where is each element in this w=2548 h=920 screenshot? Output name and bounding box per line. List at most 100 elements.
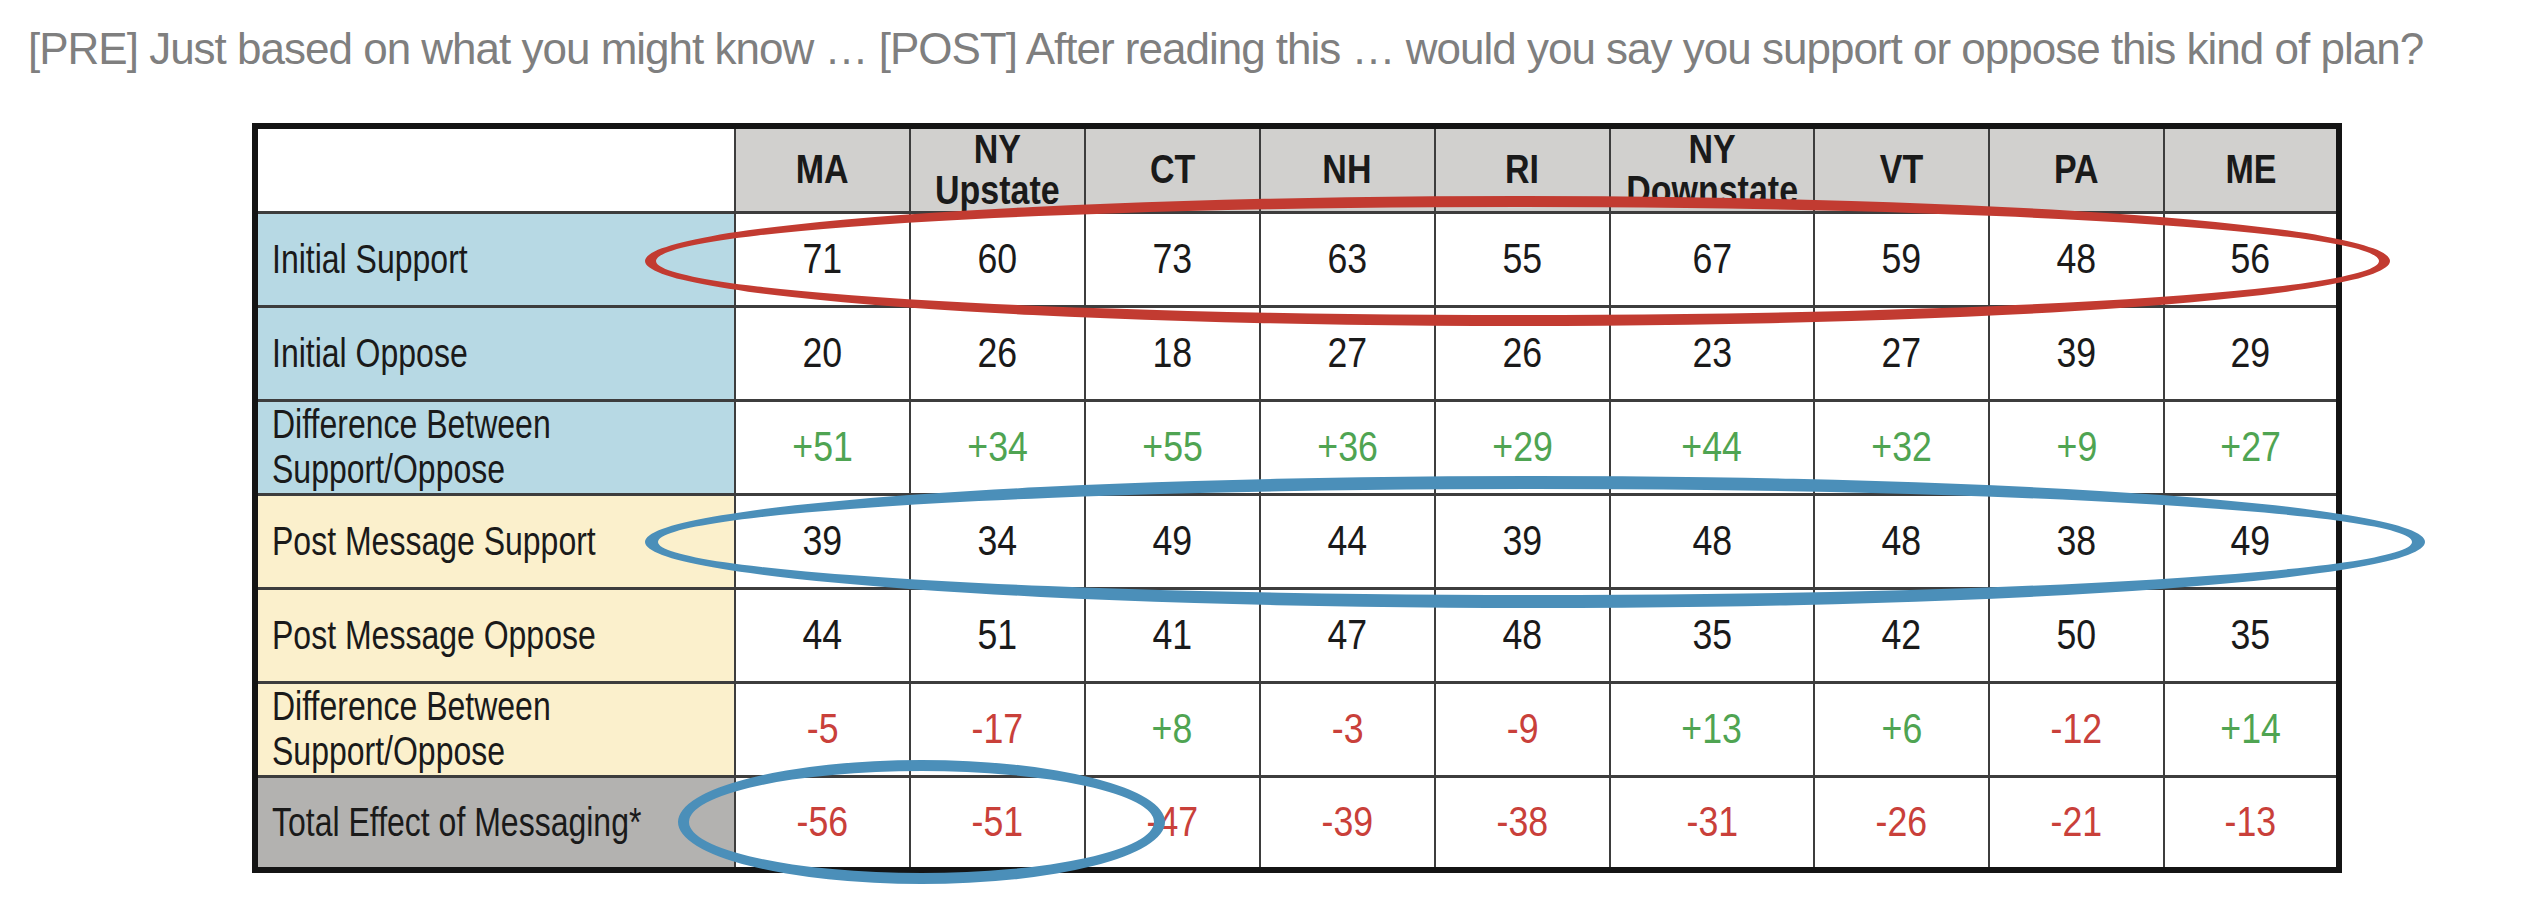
corner-cell xyxy=(255,126,735,212)
cell-value: -26 xyxy=(1876,798,1928,846)
cell-initial-oppose-me: 29 xyxy=(2164,306,2339,400)
cell-value: +32 xyxy=(1871,423,1932,471)
cell-initial-support-me: 56 xyxy=(2164,212,2339,306)
cell-difference-between-support-oppose-pa: +9 xyxy=(1989,400,2164,494)
cell-value: 73 xyxy=(1152,235,1192,283)
col-header-label: NH xyxy=(1323,149,1372,190)
cell-total-effect-of-messaging-nh: -39 xyxy=(1260,776,1435,870)
cell-value: 29 xyxy=(2231,329,2271,377)
row-label-post-difference-between-support-oppose: Difference Between Support/Oppose xyxy=(255,682,735,776)
cell-initial-oppose-vt: 27 xyxy=(1814,306,1989,400)
cell-initial-support-vt: 59 xyxy=(1814,212,1989,306)
cell-value: +34 xyxy=(967,423,1028,471)
cell-value: 18 xyxy=(1152,329,1192,377)
col-header-ma: MA xyxy=(735,126,910,212)
cell-difference-between-support-oppose-ny-upstate: -17 xyxy=(910,682,1085,776)
col-header-ny-downstate: NY Downstate xyxy=(1610,126,1814,212)
col-header-ny-upstate: NY Upstate xyxy=(910,126,1085,212)
cell-total-effect-of-messaging-ny-downstate: -31 xyxy=(1610,776,1814,870)
cell-difference-between-support-oppose-ct: +55 xyxy=(1085,400,1260,494)
cell-value: +36 xyxy=(1317,423,1378,471)
cell-initial-oppose-ma: 20 xyxy=(735,306,910,400)
cell-value: 50 xyxy=(2057,611,2097,659)
row-label-pre-difference-between-support-oppose: Difference Between Support/Oppose xyxy=(255,400,735,494)
cell-value: 48 xyxy=(1882,517,1922,565)
row-label-text: Initial Oppose xyxy=(272,331,468,376)
cell-value: -21 xyxy=(2051,798,2103,846)
cell-value: 48 xyxy=(1502,611,1542,659)
cell-initial-support-ct: 73 xyxy=(1085,212,1260,306)
cell-initial-oppose-ny-downstate: 23 xyxy=(1610,306,1814,400)
cell-value: +27 xyxy=(2220,423,2281,471)
cell-value: +51 xyxy=(792,423,853,471)
cell-post-message-oppose-pa: 50 xyxy=(1989,588,2164,682)
col-header-label: NY Upstate xyxy=(935,129,1060,211)
cell-value: -13 xyxy=(2225,798,2277,846)
col-header-ct: CT xyxy=(1085,126,1260,212)
row-label-text: Difference Between Support/Oppose xyxy=(272,402,551,492)
cell-value: 48 xyxy=(1692,517,1732,565)
cell-value: -51 xyxy=(971,798,1023,846)
cell-value: 60 xyxy=(977,235,1017,283)
col-header-nh: NH xyxy=(1260,126,1435,212)
cell-value: 27 xyxy=(1327,329,1367,377)
cell-difference-between-support-oppose-vt: +32 xyxy=(1814,400,1989,494)
row-label-post-post-message-oppose: Post Message Oppose xyxy=(255,588,735,682)
cell-value: -3 xyxy=(1331,705,1363,753)
cell-difference-between-support-oppose-ny-downstate: +44 xyxy=(1610,400,1814,494)
cell-initial-support-nh: 63 xyxy=(1260,212,1435,306)
cell-post-message-support-pa: 38 xyxy=(1989,494,2164,588)
cell-value: 67 xyxy=(1692,235,1732,283)
cell-initial-support-pa: 48 xyxy=(1989,212,2164,306)
cell-post-message-oppose-vt: 42 xyxy=(1814,588,1989,682)
cell-initial-oppose-ct: 18 xyxy=(1085,306,1260,400)
results-table: MANY UpstateCTNHRINY DownstateVTPAME Ini… xyxy=(252,123,2342,873)
cell-difference-between-support-oppose-vt: +6 xyxy=(1814,682,1989,776)
col-header-vt: VT xyxy=(1814,126,1989,212)
cell-value: 34 xyxy=(977,517,1017,565)
cell-initial-support-ri: 55 xyxy=(1435,212,1610,306)
row-label-text: Total Effect of Messaging* xyxy=(272,800,641,845)
cell-value: 20 xyxy=(802,329,842,377)
table-row-post-post-message-oppose: Post Message Oppose445141474835425035 xyxy=(255,588,2339,682)
cell-value: 44 xyxy=(1327,517,1367,565)
cell-difference-between-support-oppose-ma: -5 xyxy=(735,682,910,776)
cell-value: -56 xyxy=(796,798,848,846)
cell-value: 59 xyxy=(1882,235,1922,283)
col-header-label: CT xyxy=(1150,149,1195,190)
cell-value: 55 xyxy=(1502,235,1542,283)
col-header-label: MA xyxy=(796,149,849,190)
col-header-label: PA xyxy=(2054,149,2099,190)
table-header: MANY UpstateCTNHRINY DownstateVTPAME xyxy=(255,126,2339,212)
cell-value: +8 xyxy=(1152,705,1193,753)
cell-post-message-oppose-ny-downstate: 35 xyxy=(1610,588,1814,682)
cell-value: +29 xyxy=(1492,423,1553,471)
cell-value: +55 xyxy=(1142,423,1203,471)
cell-value: 49 xyxy=(2231,517,2271,565)
cell-value: 49 xyxy=(1152,517,1192,565)
col-header-label: VT xyxy=(1880,149,1923,190)
cell-difference-between-support-oppose-me: +14 xyxy=(2164,682,2339,776)
cell-value: +9 xyxy=(2056,423,2097,471)
cell-value: 51 xyxy=(977,611,1017,659)
cell-initial-oppose-ny-upstate: 26 xyxy=(910,306,1085,400)
cell-value: +44 xyxy=(1682,423,1743,471)
cell-difference-between-support-oppose-ma: +51 xyxy=(735,400,910,494)
cell-difference-between-support-oppose-me: +27 xyxy=(2164,400,2339,494)
cell-post-message-support-ma: 39 xyxy=(735,494,910,588)
cell-value: +14 xyxy=(2220,705,2281,753)
row-label-text: Initial Support xyxy=(272,237,468,282)
cell-value: 44 xyxy=(802,611,842,659)
cell-post-message-support-vt: 48 xyxy=(1814,494,1989,588)
cell-difference-between-support-oppose-ny-upstate: +34 xyxy=(910,400,1085,494)
page-title: [PRE] Just based on what you might know … xyxy=(28,24,2423,74)
cell-value: -5 xyxy=(806,705,838,753)
cell-value: -12 xyxy=(2051,705,2103,753)
cell-total-effect-of-messaging-pa: -21 xyxy=(1989,776,2164,870)
table-row-post-difference-between-support-oppose: Difference Between Support/Oppose -5 -17 +8… xyxy=(255,682,2339,776)
cell-difference-between-support-oppose-ct: +8 xyxy=(1085,682,1260,776)
cell-total-effect-of-messaging-me: -13 xyxy=(2164,776,2339,870)
cell-value: -38 xyxy=(1496,798,1548,846)
cell-value: 41 xyxy=(1152,611,1192,659)
cell-value: 42 xyxy=(1882,611,1922,659)
